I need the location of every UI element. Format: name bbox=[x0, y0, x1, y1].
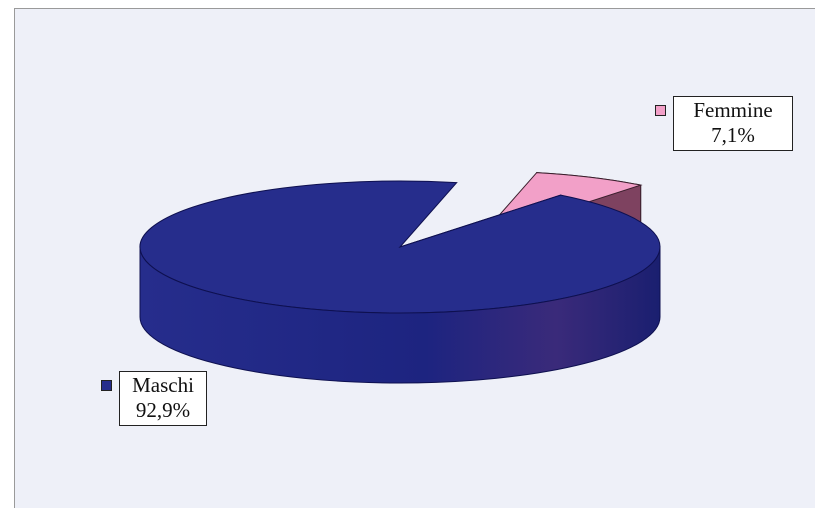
slice-label-femmine: Femmine 7,1% bbox=[673, 96, 793, 151]
slice-label-femmine-name: Femmine bbox=[693, 98, 773, 122]
slice-maschi-side bbox=[139, 246, 661, 384]
chart-frame: Maschi 92,9% Femmine 7,1% bbox=[14, 8, 815, 508]
slice-swatch-femmine bbox=[655, 105, 666, 116]
slice-maschi bbox=[139, 180, 661, 314]
slice-label-maschi: Maschi 92,9% bbox=[119, 371, 207, 426]
pie-chart bbox=[139, 172, 661, 384]
slice-swatch-maschi bbox=[101, 380, 112, 391]
slice-label-maschi-value: 92,9% bbox=[135, 398, 191, 422]
slice-label-femmine-value: 7,1% bbox=[711, 123, 755, 147]
slice-label-maschi-name: Maschi bbox=[132, 373, 194, 397]
